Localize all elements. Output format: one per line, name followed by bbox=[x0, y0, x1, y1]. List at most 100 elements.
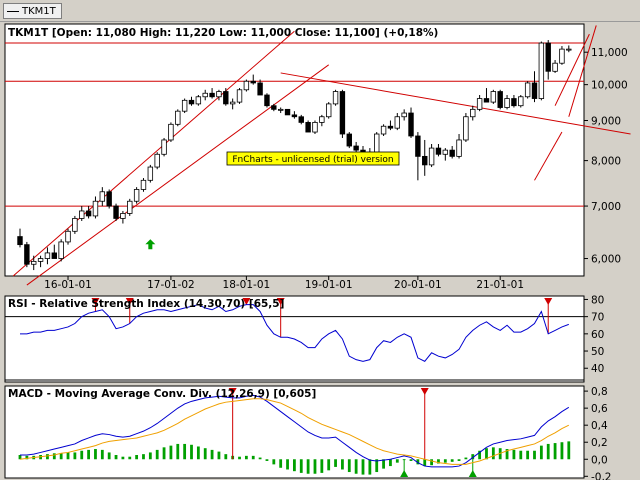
rsi-y-tick-label: 60 bbox=[591, 329, 604, 341]
rsi-line bbox=[20, 304, 569, 362]
rsi-y-tick-label: 50 bbox=[591, 346, 604, 358]
price-plot-area[interactable] bbox=[4, 23, 585, 277]
macd-histogram-bar bbox=[258, 457, 262, 460]
price-candle bbox=[531, 71, 538, 103]
price-candle bbox=[236, 88, 243, 104]
price-candle bbox=[127, 198, 133, 216]
trial-watermark: FnCharts - unlicensed (trial) version bbox=[226, 151, 400, 166]
symbol-tab-label: TKM1T bbox=[22, 5, 56, 17]
macd-histogram-bar bbox=[244, 455, 248, 460]
macd-histogram-bar bbox=[423, 459, 427, 467]
macd-histogram-bar bbox=[320, 459, 324, 473]
date-tick-label: 16-01-01 bbox=[44, 279, 92, 291]
macd-histogram-bar bbox=[526, 450, 530, 460]
candle-body-up bbox=[79, 210, 85, 219]
candle-body-up bbox=[394, 116, 400, 129]
macd-histogram-bar bbox=[196, 446, 200, 460]
price-candle bbox=[147, 164, 154, 183]
chart-canvas[interactable]: 6,000 7,000 8,000 9,000 10,000 11,000 16-01-0… bbox=[0, 21, 640, 480]
candle-body-up bbox=[229, 101, 236, 105]
price-candle bbox=[202, 89, 208, 101]
price-candle bbox=[435, 143, 442, 157]
price-candle bbox=[483, 88, 490, 103]
price-candle bbox=[325, 102, 332, 119]
macd-histogram-bar bbox=[251, 455, 255, 460]
price-trend-line bbox=[280, 72, 631, 135]
macd-histogram-bar bbox=[313, 459, 317, 474]
candle-body-down bbox=[17, 236, 23, 246]
price-candle bbox=[339, 89, 346, 138]
price-candle bbox=[264, 93, 270, 108]
price-candle bbox=[401, 109, 407, 121]
price-candle bbox=[229, 98, 236, 110]
price-horizontal-lines bbox=[5, 42, 584, 207]
macd-y-tick-label: 0,0 bbox=[591, 454, 608, 466]
price-candle bbox=[394, 113, 400, 131]
macd-histogram-bar bbox=[443, 459, 447, 463]
macd-histogram-bar bbox=[80, 450, 84, 460]
candle-body-up bbox=[243, 80, 250, 91]
candle-body-down bbox=[188, 99, 195, 105]
sell-signal-arrow bbox=[544, 298, 553, 305]
candle-body-up bbox=[147, 166, 154, 181]
macd-histogram-bar bbox=[162, 447, 166, 460]
candle-body-up bbox=[538, 42, 545, 99]
candle-body-down bbox=[257, 82, 263, 96]
macd-histogram-bar bbox=[546, 443, 550, 460]
candle-body-up bbox=[37, 258, 44, 262]
macd-histogram-bar bbox=[148, 452, 152, 460]
price-candle bbox=[31, 255, 37, 271]
price-candle bbox=[476, 95, 483, 112]
macd-histogram-bar bbox=[437, 459, 440, 464]
macd-histogram-bar bbox=[100, 449, 104, 460]
price-candle bbox=[277, 107, 284, 114]
price-candle bbox=[298, 114, 304, 125]
price-candle bbox=[319, 114, 325, 127]
macd-histogram-bar bbox=[73, 452, 77, 460]
macd-histogram-bar bbox=[128, 456, 132, 460]
sell-signal-arrow bbox=[91, 298, 100, 305]
macd-histogram-bar bbox=[18, 455, 22, 460]
candle-body-up bbox=[319, 116, 325, 123]
price-candle bbox=[195, 95, 202, 106]
macd-y-tick-label: 0,4 bbox=[591, 420, 608, 432]
symbol-tab[interactable]: TKM1T bbox=[3, 3, 62, 19]
candle-body-up bbox=[518, 96, 524, 107]
candle-body-down bbox=[106, 191, 112, 207]
macd-histogram-bar bbox=[560, 442, 564, 460]
sell-signal-arrow bbox=[242, 298, 251, 305]
candle-body-up bbox=[236, 89, 243, 103]
price-candle bbox=[387, 120, 394, 131]
macd-histogram-bar bbox=[210, 449, 214, 460]
price-candle bbox=[175, 109, 181, 127]
macd-y-tick-label: 0,6 bbox=[591, 403, 608, 415]
price-candle bbox=[312, 120, 318, 135]
price-candle bbox=[223, 88, 229, 106]
price-candle bbox=[415, 132, 421, 181]
candle-body-down bbox=[346, 133, 352, 147]
macd-histogram-bar bbox=[347, 459, 351, 473]
candle-body-down bbox=[511, 98, 517, 107]
price-candle bbox=[72, 215, 78, 234]
price-candle bbox=[442, 148, 449, 161]
macd-lines bbox=[19, 394, 570, 468]
macd-histogram-bar bbox=[471, 454, 475, 460]
candle-body-up bbox=[559, 48, 565, 64]
macd-histogram-bar bbox=[505, 449, 509, 460]
candle-body-up bbox=[504, 98, 510, 108]
sell-signal-arrow bbox=[228, 388, 237, 395]
macd-histogram-bar bbox=[334, 459, 337, 467]
price-candle bbox=[106, 189, 112, 209]
price-candle bbox=[92, 196, 99, 219]
price-y-axis: 6,000 7,000 8,000 9,000 10,000 11,000 bbox=[584, 47, 628, 266]
price-candle bbox=[209, 88, 215, 99]
price-candle bbox=[216, 89, 222, 101]
macd-histogram-bar bbox=[272, 459, 276, 465]
watermark-box bbox=[226, 151, 400, 166]
price-candle bbox=[552, 60, 558, 73]
macd-histogram-bar bbox=[512, 449, 516, 460]
macd-histogram-bar bbox=[491, 447, 495, 460]
price-trend-line bbox=[568, 25, 597, 117]
macd-histogram-bar bbox=[533, 450, 536, 460]
